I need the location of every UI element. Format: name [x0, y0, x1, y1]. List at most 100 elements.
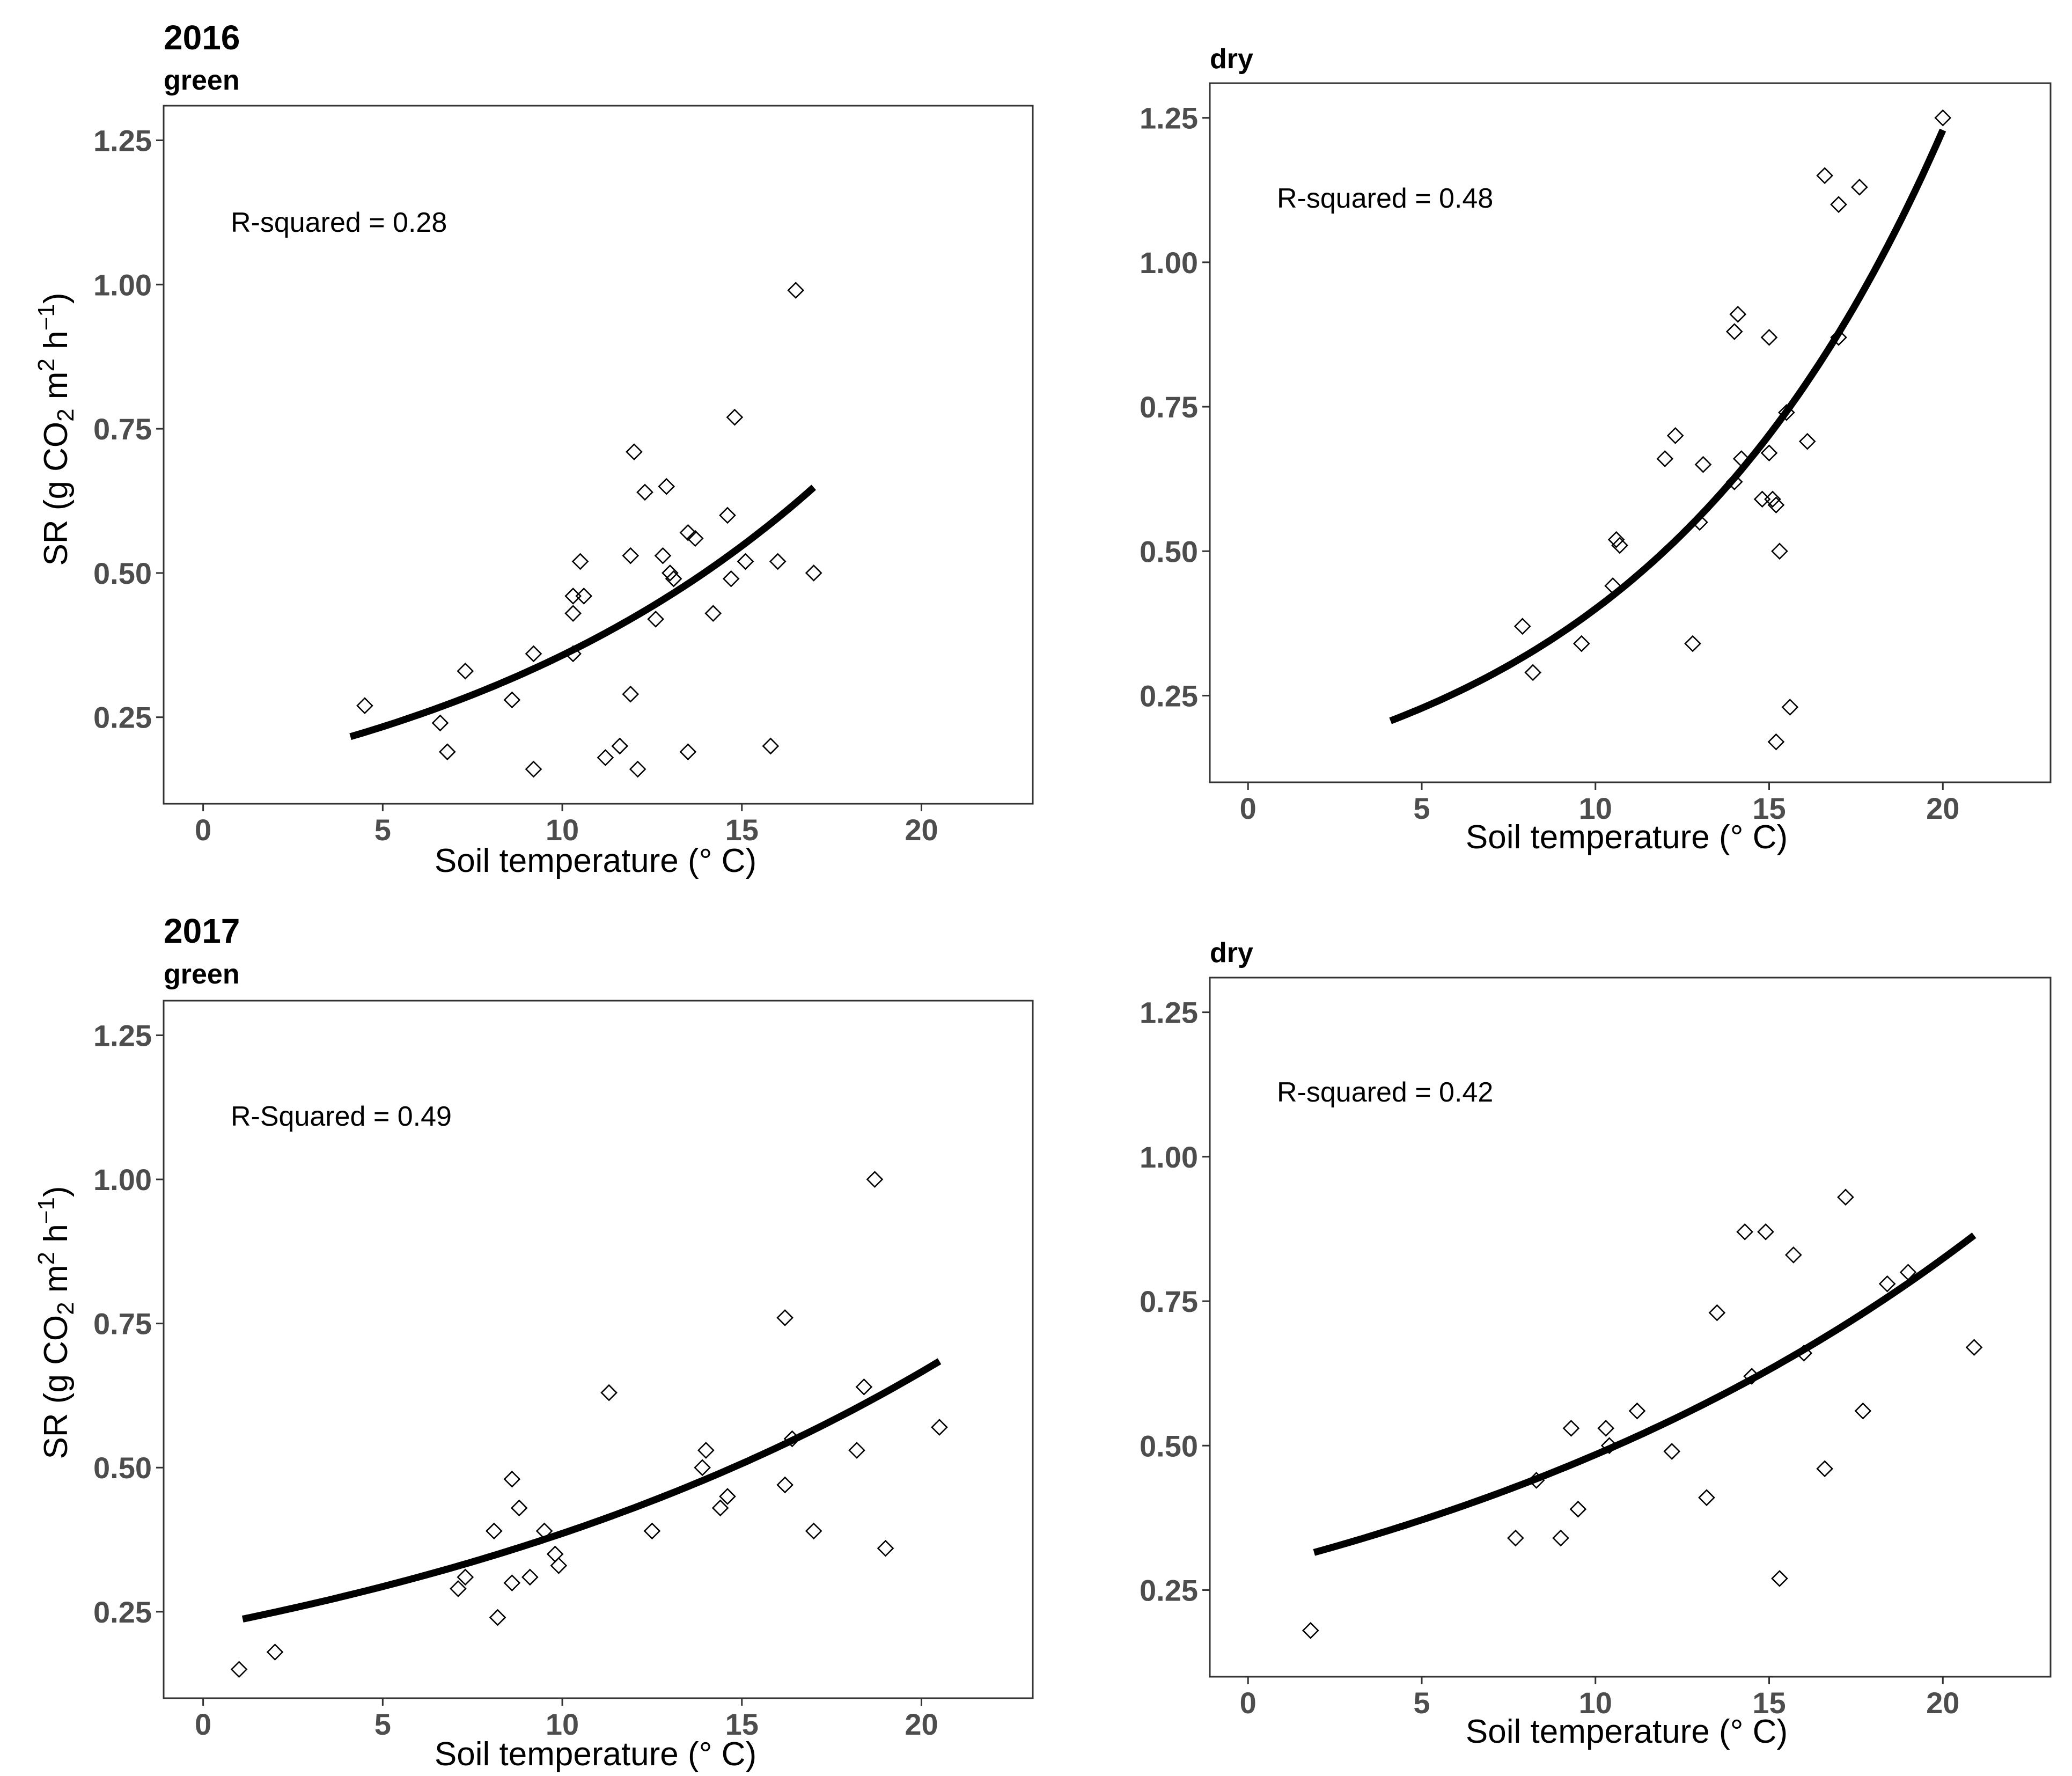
x-tick-label: 0: [1240, 1686, 1257, 1720]
panel-title: dry: [1210, 43, 1253, 75]
data-point: [654, 547, 672, 564]
data-point: [1628, 1402, 1646, 1420]
y-tick-label: 0.25: [1140, 679, 1198, 713]
data-point: [877, 1539, 894, 1557]
x-tick-label: 15: [1752, 1686, 1786, 1720]
data-point: [626, 443, 643, 460]
data-point: [1760, 444, 1778, 462]
data-point: [450, 1580, 467, 1597]
data-point: [525, 760, 542, 778]
r-squared-annotation: R-squared = 0.48: [1277, 183, 1493, 214]
y-axis-label: SR (g CO2 m2 h−1): [33, 292, 79, 566]
data-point: [1725, 473, 1743, 490]
y-tick-label: 0.50: [1140, 1429, 1198, 1463]
x-tick-label: 10: [1579, 1686, 1612, 1720]
data-point: [611, 737, 629, 755]
data-point: [1573, 635, 1590, 652]
data-point: [1753, 490, 1771, 508]
data-point: [805, 564, 822, 582]
data-point: [704, 605, 722, 622]
data-point: [1666, 427, 1684, 444]
data-point: [600, 1384, 618, 1401]
data-point: [697, 1442, 715, 1459]
data-point: [1507, 1529, 1524, 1547]
data-point: [711, 1499, 729, 1517]
x-axis-label: Soil temperature (° C): [1466, 1713, 1788, 1750]
panel-title: dry: [1210, 937, 1253, 968]
data-point: [1684, 635, 1701, 652]
data-point: [564, 605, 582, 622]
plot-frame: [163, 105, 1034, 805]
data-point: [1934, 109, 1952, 127]
x-axis-label: Soil temperature (° C): [1466, 819, 1788, 856]
x-axis-label: Soil temperature (° C): [435, 1736, 756, 1773]
fit-curve: [241, 1358, 942, 1623]
data-point: [722, 570, 740, 588]
panel-title: green: [164, 65, 240, 96]
y-tick-label: 1.25: [1140, 101, 1198, 135]
y-tick-label: 0.50: [1140, 534, 1198, 568]
x-tick-label: 15: [725, 1707, 759, 1741]
x-tick-label: 0: [195, 1707, 211, 1741]
data-point: [787, 282, 805, 299]
data-point: [1816, 1460, 1833, 1478]
data-point: [783, 1430, 801, 1448]
data-point: [665, 570, 682, 588]
x-tick-label: 5: [374, 813, 391, 847]
y-tick-label: 1.00: [93, 268, 152, 302]
data-point: [1656, 450, 1674, 467]
data-point: [1778, 403, 1795, 421]
data-point: [622, 685, 640, 703]
y-axis-label: SR (g CO2 m2 h−1): [33, 1186, 79, 1459]
data-point: [636, 483, 653, 501]
data-point: [457, 662, 474, 680]
y-tick-label: 0.50: [93, 556, 152, 590]
fit-curve: [349, 485, 816, 740]
data-point: [1771, 542, 1788, 560]
data-point: [726, 408, 744, 426]
data-point: [776, 1476, 793, 1494]
data-point: [503, 1470, 521, 1488]
data-point: [1830, 328, 1847, 346]
data-point: [1663, 1443, 1681, 1460]
data-point: [1743, 1368, 1760, 1385]
data-point: [1524, 664, 1542, 681]
svg-text:SR (g CO2 m2 h−1): SR (g CO2 m2 h−1): [33, 292, 79, 566]
data-point: [1837, 1188, 1854, 1206]
y-tick-label: 0.75: [93, 412, 152, 446]
x-tick-label: 15: [725, 813, 759, 847]
data-point: [1760, 328, 1778, 346]
data-point: [679, 743, 697, 761]
data-point: [719, 1488, 736, 1505]
data-point: [550, 1557, 568, 1574]
y-tick-label: 0.50: [93, 1451, 152, 1485]
x-tick-label: 20: [1926, 1686, 1959, 1720]
data-point: [762, 737, 780, 755]
r-squared-annotation: R-Squared = 0.49: [231, 1101, 452, 1132]
plot-frame: [1209, 82, 2052, 783]
data-point: [1597, 1420, 1615, 1437]
data-point: [1513, 618, 1531, 635]
data-point: [1732, 450, 1750, 467]
plot-frame: [163, 1000, 1034, 1699]
data-point: [662, 564, 679, 582]
x-tick-label: 20: [905, 1707, 938, 1741]
data-point: [1604, 577, 1621, 595]
svg-text:SR (g CO2 m2 h−1): SR (g CO2 m2 h−1): [33, 1186, 79, 1459]
data-point: [1698, 1489, 1715, 1507]
y-tick-label: 0.75: [1140, 1285, 1198, 1318]
data-point: [564, 645, 582, 663]
data-point: [1781, 699, 1799, 716]
data-point: [439, 743, 456, 761]
y-tick-label: 1.00: [1140, 1140, 1198, 1174]
r-squared-annotation: R-squared = 0.42: [1277, 1077, 1493, 1108]
data-point: [571, 553, 589, 570]
data-point: [1771, 1570, 1788, 1587]
x-tick-label: 5: [1413, 1686, 1430, 1720]
data-point: [1527, 1472, 1545, 1489]
data-point: [855, 1378, 873, 1396]
y-tick-label: 0.25: [93, 1595, 152, 1629]
data-point: [1757, 1223, 1774, 1241]
data-point: [457, 1568, 474, 1586]
